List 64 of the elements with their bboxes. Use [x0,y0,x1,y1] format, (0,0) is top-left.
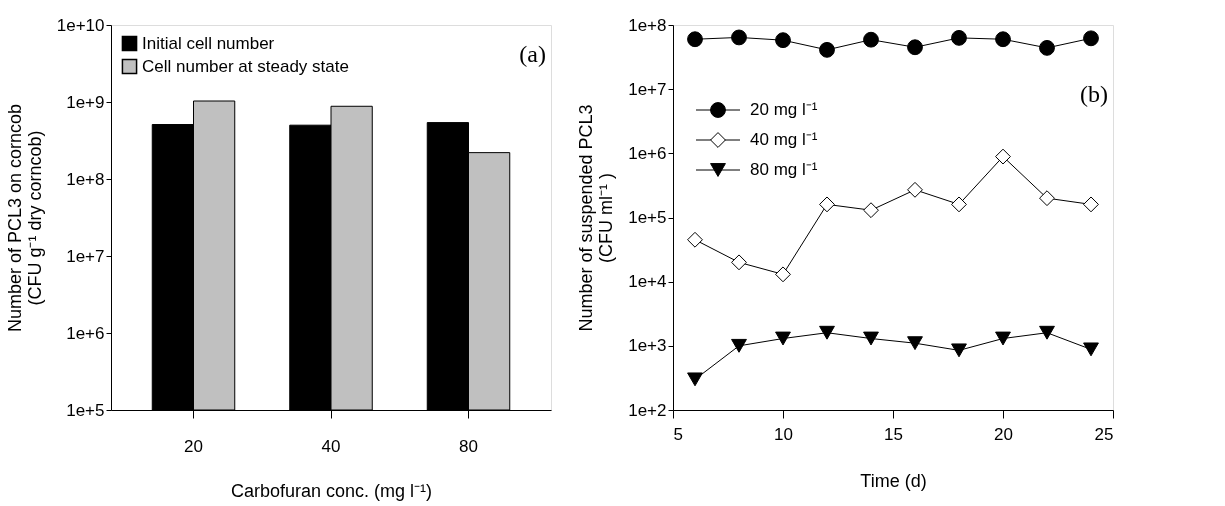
x-tick-label: 20 [184,436,203,456]
point [995,31,1011,48]
point [775,32,791,49]
point [819,325,835,340]
point [907,181,923,198]
point [1039,39,1055,56]
annotation: (a) [519,41,546,67]
text: (CFU ml⁻¹ ) [596,173,617,263]
annotation: (b) [1080,81,1108,107]
y-tick-label: 1e+5 [628,208,667,227]
x-tick-label: 5 [673,424,683,444]
legend-label: Initial cell number [142,33,275,53]
text: Number of PCL3 on corncob [4,103,25,333]
y-tick-label: 1e+8 [66,169,105,189]
point [863,202,879,219]
x-tick-label: 10 [774,424,793,444]
point [819,41,835,58]
x-tick-label: 15 [884,424,903,444]
x-axis-title: Time (d) [860,470,927,491]
x-tick-label: 25 [1094,424,1114,444]
text: (CFU g⁻¹ dry corncob) [24,130,45,306]
text: Number of suspended PCL3 [576,104,597,332]
point [995,148,1011,165]
y-tick-label: 1e+7 [628,79,667,99]
y-tick-label: 1e+5 [66,400,105,420]
point [951,29,967,46]
point [951,343,967,358]
point [687,31,703,48]
y-tick-label: 1e+6 [628,143,667,163]
point [1083,196,1099,213]
y-tick-label: 1e+2 [628,400,667,420]
y-tick-label: 1e+10 [56,15,105,35]
point [1039,190,1055,207]
point [907,336,923,351]
point [1039,325,1055,340]
y-tick-label: 1e+6 [66,323,105,343]
point [907,39,923,56]
legend-label: Cell number at steady state [142,56,349,76]
point [995,331,1011,346]
point [951,196,967,213]
point [863,31,879,48]
point [687,372,703,387]
x-axis-title: Carbofuran conc. (mg l⁻¹) [230,480,433,501]
y-tick-label: 1e+7 [66,246,105,266]
y-tick-label: 1e+8 [628,15,667,35]
y-tick-label: 1e+3 [628,336,667,356]
point [731,254,747,271]
y-tick-label: 1e+4 [628,272,667,292]
point [819,196,835,213]
x-tick-label: 80 [459,436,478,456]
legend-label: 20 mg l⁻¹ [750,100,818,119]
point [731,338,747,353]
point [687,231,703,248]
point [775,266,791,283]
legend-label: 80 mg l⁻¹ [750,160,818,179]
x-tick-label: 40 [321,436,341,456]
point [1083,342,1099,357]
point [1083,30,1099,47]
point [731,29,747,46]
x-tick-label: 20 [994,424,1013,444]
point [775,331,791,346]
legend-label: 40 mg l⁻¹ [750,130,818,149]
y-tick-label: 1e+9 [66,92,105,112]
point [863,331,879,346]
